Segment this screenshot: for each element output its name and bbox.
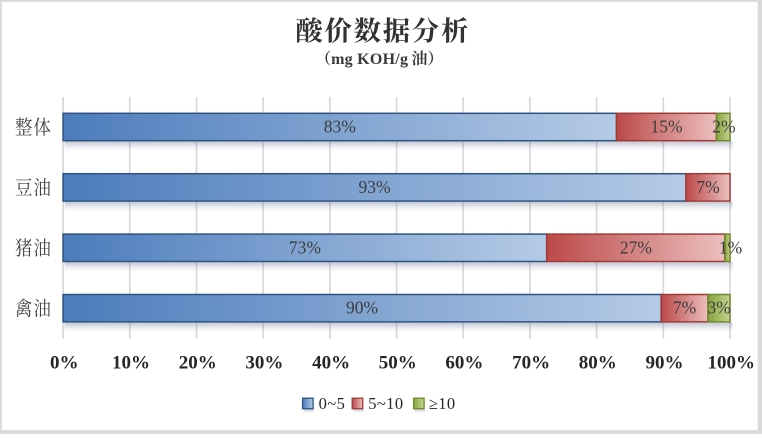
- svg-text:3%: 3%: [707, 298, 730, 318]
- svg-text:5~10: 5~10: [368, 394, 403, 413]
- svg-text:100%: 100%: [707, 352, 755, 373]
- svg-text:40%: 40%: [312, 352, 350, 373]
- svg-text:60%: 60%: [445, 352, 483, 373]
- svg-text:≥10: ≥10: [429, 394, 456, 413]
- svg-text:70%: 70%: [512, 352, 550, 373]
- svg-text:93%: 93%: [358, 177, 390, 197]
- svg-text:0%: 0%: [50, 352, 79, 373]
- svg-text:90%: 90%: [646, 352, 684, 373]
- svg-text:50%: 50%: [379, 352, 417, 373]
- svg-text:83%: 83%: [324, 117, 356, 137]
- svg-text:mg KOH/g: mg KOH/g: [331, 51, 408, 68]
- svg-text:7%: 7%: [673, 298, 696, 318]
- svg-text:90%: 90%: [346, 298, 378, 318]
- svg-text:7%: 7%: [696, 177, 719, 197]
- svg-text:2%: 2%: [712, 117, 735, 137]
- svg-text:10%: 10%: [112, 352, 150, 373]
- svg-text:73%: 73%: [289, 237, 321, 257]
- svg-text:30%: 30%: [245, 352, 283, 373]
- svg-text:27%: 27%: [620, 237, 652, 257]
- svg-text:20%: 20%: [179, 352, 217, 373]
- svg-text:0~5: 0~5: [319, 394, 346, 413]
- svg-text:1%: 1%: [719, 237, 742, 257]
- svg-text:80%: 80%: [579, 352, 617, 373]
- svg-text:15%: 15%: [650, 117, 682, 137]
